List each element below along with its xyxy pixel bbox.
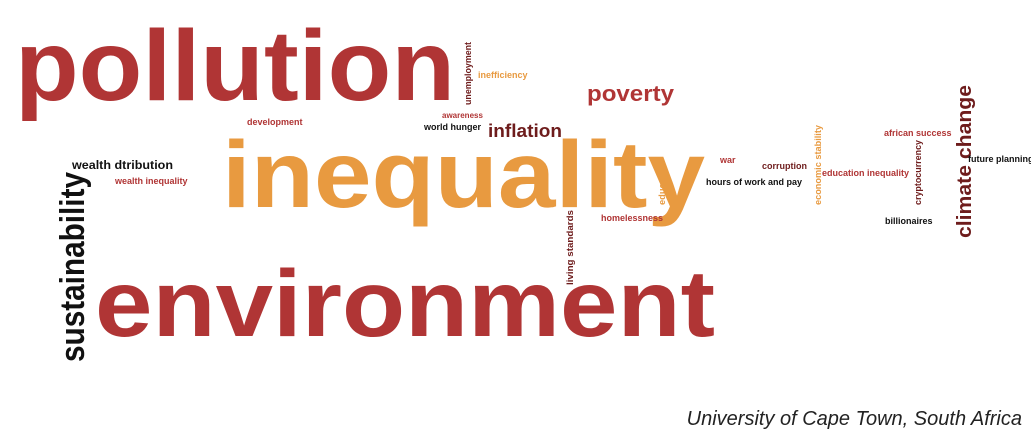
- word: pollution: [15, 10, 455, 122]
- word: inequality: [222, 122, 705, 228]
- word: education: [657, 161, 667, 205]
- word: cryptocurrency: [913, 140, 923, 205]
- caption: University of Cape Town, South Africa: [687, 408, 1022, 430]
- word: sustainability: [54, 172, 92, 362]
- word: world hunger: [423, 122, 481, 132]
- word: hours of work and pay: [706, 177, 802, 187]
- word: unemployment: [463, 42, 473, 105]
- word: living standards: [565, 210, 575, 285]
- word: corruption: [762, 161, 807, 171]
- word: inflation: [488, 121, 562, 141]
- word: economic stability: [813, 125, 823, 205]
- word: war: [719, 155, 736, 165]
- word: inefficiency: [478, 70, 528, 80]
- word: african success: [884, 128, 952, 138]
- word: poverty: [587, 81, 675, 106]
- word: wealth dtribution: [71, 158, 173, 172]
- word: homelessness: [601, 213, 663, 223]
- word: development: [247, 117, 303, 127]
- word: climate change: [954, 85, 976, 238]
- word: environment: [95, 251, 715, 357]
- word: billionaires: [885, 216, 933, 226]
- word: wealth inequality: [114, 176, 188, 186]
- word: future planning: [968, 154, 1031, 164]
- word: awareness: [442, 111, 483, 120]
- word: education inequality: [822, 168, 909, 178]
